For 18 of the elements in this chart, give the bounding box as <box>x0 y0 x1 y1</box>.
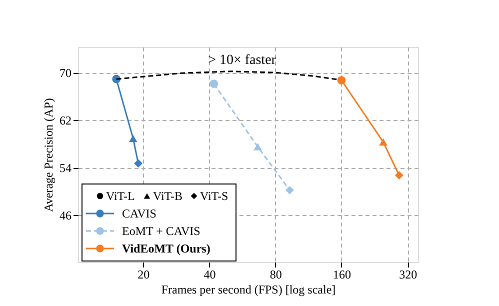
legend-label: VidEoMT (Ours) <box>122 242 210 256</box>
legend-label: ViT-L <box>106 189 135 203</box>
x-tick-label: 40 <box>204 268 216 282</box>
legend-label: ViT-S <box>200 189 228 203</box>
legend-label: CAVIS <box>122 206 156 220</box>
x-tick-label: 320 <box>399 268 418 282</box>
y-tick-label: 46 <box>60 208 72 223</box>
annotation: > 10× faster <box>208 53 276 68</box>
y-axis-title: Average Precision (AP) <box>42 98 56 212</box>
y-tick-label: 54 <box>60 161 72 176</box>
x-tick-label: 160 <box>332 268 351 282</box>
y-tick-label: 70 <box>60 66 72 80</box>
x-tick-label: 80 <box>270 268 282 282</box>
legend-label: EoMT + CAVIS <box>122 224 200 238</box>
y-tick-label: 62 <box>60 114 72 128</box>
x-tick-label: 20 <box>138 268 150 282</box>
legend-label: ViT-B <box>153 189 183 203</box>
x-axis-title: Frames per second (FPS) [log scale] <box>161 282 336 296</box>
